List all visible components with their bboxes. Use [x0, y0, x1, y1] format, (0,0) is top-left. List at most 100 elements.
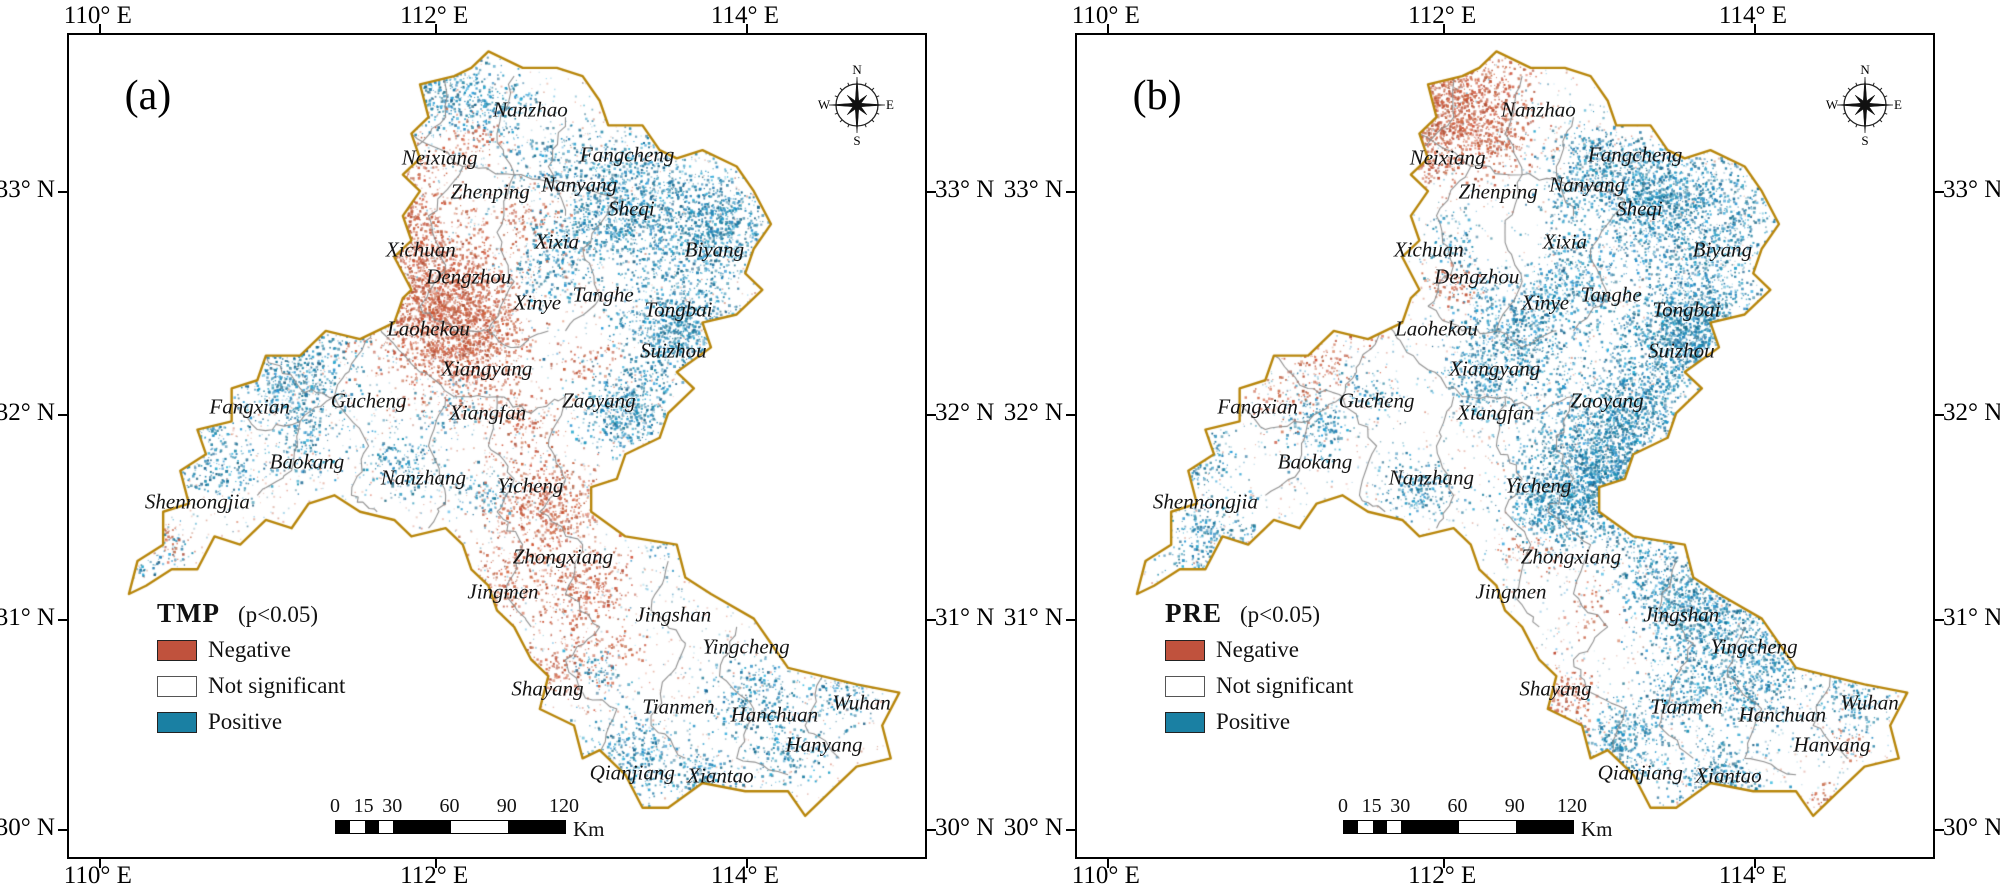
- axis-tick-right: [927, 828, 936, 831]
- legend-swatch-negative: [1165, 639, 1205, 661]
- compass-rose-icon: N S W E: [815, 62, 899, 152]
- legend-swatch-not_significant: [1165, 675, 1205, 697]
- place-label-gucheng: Gucheng: [1338, 388, 1415, 413]
- scalebar-segment: [450, 821, 508, 833]
- compass-s: S: [853, 133, 860, 147]
- axis-label-right: 30° N: [1943, 813, 2000, 841]
- scalebar-number: 90: [1504, 795, 1525, 817]
- place-label-jingmen: Jingmen: [1475, 579, 1547, 604]
- axis-label-top: 110° E: [63, 2, 132, 29]
- map-canvas-b: [1077, 35, 1933, 857]
- scalebar-segment: [1358, 821, 1373, 833]
- place-label-fangcheng: Fangcheng: [1587, 142, 1683, 167]
- scalebar-number: 90: [496, 795, 517, 817]
- legend-item-positive: Positive: [157, 709, 345, 734]
- axis-tick-right: [927, 619, 936, 622]
- place-label-xiantao: Xiantao: [1695, 763, 1762, 788]
- axis-tick-bottom: [1443, 859, 1446, 868]
- map-frame-a: (a) N S W E TMP (p<0.05) Negative Not signif…: [58, 24, 936, 868]
- place-label-shayang: Shayang: [1519, 676, 1592, 701]
- axis-tick-right: [927, 413, 936, 416]
- place-label-shayang: Shayang: [511, 676, 584, 701]
- place-label-nanyang: Nanyang: [541, 172, 618, 197]
- compass-rose-icon: N S W E: [1823, 62, 1907, 152]
- axis-tick-top: [1753, 24, 1756, 33]
- scalebar-number: 30: [382, 795, 403, 817]
- place-label-sheqi: Sheqi: [608, 196, 655, 221]
- legend-item-not_significant: Not significant: [1165, 673, 1353, 698]
- legend-title: PRE: [1165, 598, 1222, 628]
- place-label-xinye: Xinye: [1521, 290, 1570, 315]
- axis-tick-left: [1066, 191, 1075, 193]
- scalebar-segment: [1515, 821, 1573, 833]
- legend-item-not_significant: Not significant: [157, 673, 346, 698]
- place-label-xixia: Xixia: [1542, 229, 1588, 254]
- compass-e: E: [886, 97, 894, 112]
- axis-tick-bottom: [1753, 859, 1756, 868]
- legend-items: Negative Not significant Positive: [1165, 637, 1353, 734]
- axis-label-right: 33° N: [935, 176, 995, 203]
- axis-label-right: 30° N: [935, 813, 995, 841]
- scalebar-segment: [336, 821, 351, 833]
- place-label-xiangfan: Xiangfan: [1457, 400, 1535, 425]
- place-label-zhongxiang: Zhongxiang: [1520, 544, 1622, 569]
- place-label-hanyang: Hanyang: [1793, 732, 1871, 757]
- compass-w: W: [1825, 97, 1838, 112]
- legend-item-positive: Positive: [1165, 709, 1353, 734]
- legend-item-label: Not significant: [208, 673, 346, 698]
- place-label-zhenping: Zhenping: [1458, 179, 1538, 204]
- axis-tick-right: [1935, 619, 1944, 622]
- scalebar-segment: [378, 821, 394, 833]
- axis-label-bottom: 110° E: [1071, 862, 1140, 889]
- place-label-xiangyang: Xiangyang: [1449, 356, 1541, 381]
- place-label-tongbai: Tongbai: [1652, 297, 1721, 322]
- legend-subtitle: (p<0.05): [1240, 602, 1321, 627]
- compass-e: E: [1894, 97, 1902, 112]
- scalebar-number: 120: [1557, 795, 1587, 817]
- scalebar-segment: [1401, 821, 1459, 833]
- scalebar-bar: [335, 820, 566, 834]
- place-label-yingcheng: Yingcheng: [702, 634, 790, 659]
- axis-label-right: 32° N: [1943, 398, 2000, 426]
- axis-tick-right: [1935, 828, 1944, 831]
- scalebar-segment: [507, 821, 565, 833]
- axis-label-left: 33° N: [0, 176, 55, 203]
- place-label-zaoyang: Zaoyang: [562, 388, 636, 413]
- axis-label-left: 31° N: [0, 604, 55, 632]
- place-label-gucheng: Gucheng: [330, 388, 407, 413]
- axis-label-left: 32° N: [0, 398, 55, 426]
- place-label-xichuan: Xichuan: [385, 237, 456, 262]
- place-label-zhongxiang: Zhongxiang: [512, 544, 614, 569]
- compass-s: S: [1861, 133, 1868, 147]
- legend-item-label: Negative: [208, 637, 292, 662]
- place-label-hanchuan: Hanchuan: [1738, 702, 1827, 727]
- axis-label-right: 31° N: [935, 604, 995, 632]
- scalebar-number: 0: [330, 795, 340, 817]
- scalebar-segment: [1458, 821, 1516, 833]
- compass-rose-svg: N S W E: [1825, 62, 1902, 148]
- scalebar-bar: [1343, 820, 1574, 834]
- axis-label-right: 31° N: [1943, 604, 2000, 632]
- axis-tick-left: [1066, 413, 1075, 416]
- scalebar-segment: [1344, 821, 1359, 833]
- legend-item-negative: Negative: [157, 637, 345, 662]
- legend-item-negative: Negative: [1165, 637, 1353, 662]
- place-label-qianjiang: Qianjiang: [589, 760, 675, 785]
- axis-label-bottom: 112° E: [1408, 862, 1477, 889]
- axis-tick-bottom: [745, 859, 748, 868]
- compass-n: N: [852, 63, 862, 77]
- place-label-xiantao: Xiantao: [687, 763, 754, 788]
- compass-n: N: [1860, 63, 1870, 77]
- scalebar-segment: [1386, 821, 1402, 833]
- axis-tick-left: [1066, 828, 1075, 831]
- axis-tick-right: [1935, 413, 1944, 416]
- place-label-fangcheng: Fangcheng: [579, 142, 675, 167]
- place-label-dengzhou: Dengzhou: [1434, 264, 1520, 289]
- place-label-neixiang: Neixiang: [1409, 145, 1486, 170]
- axis-label-left: 30° N: [0, 813, 55, 841]
- legend-swatch-not_significant: [157, 675, 197, 697]
- place-label-xichuan: Xichuan: [1393, 237, 1464, 262]
- place-label-yicheng: Yicheng: [497, 473, 564, 498]
- axis-label-bottom: 110° E: [63, 862, 132, 889]
